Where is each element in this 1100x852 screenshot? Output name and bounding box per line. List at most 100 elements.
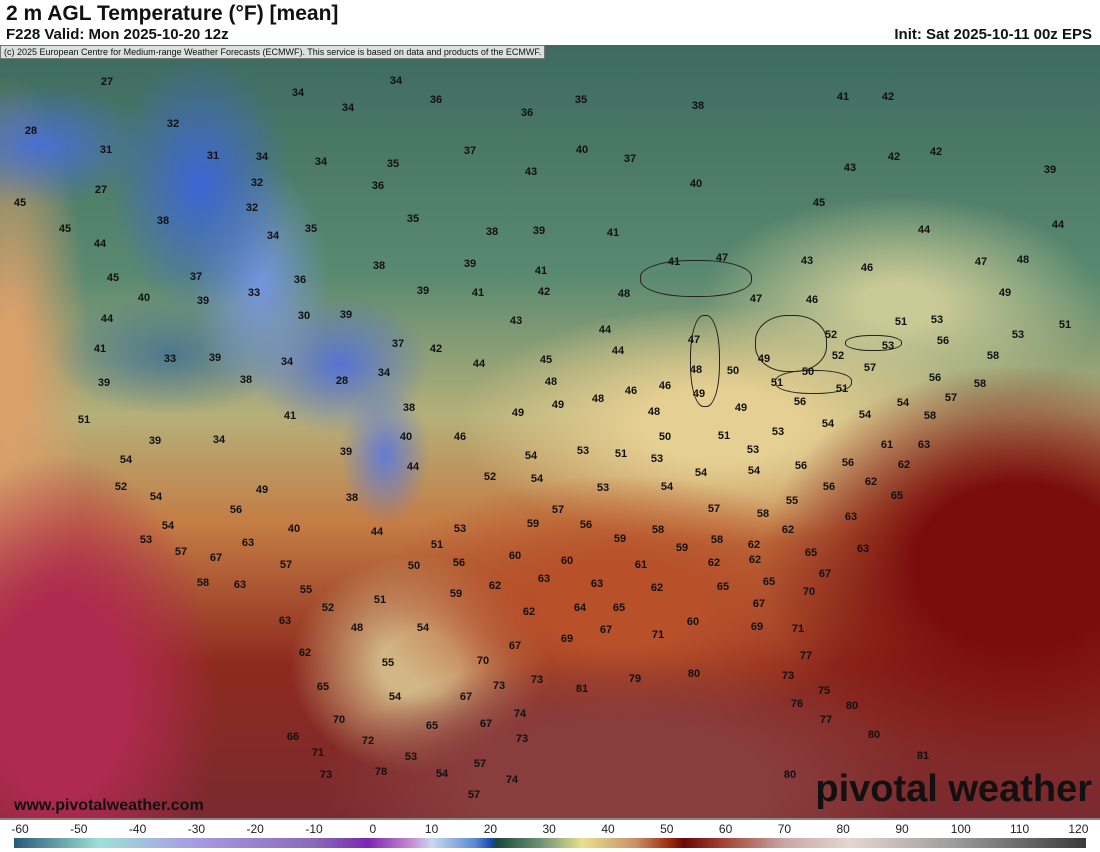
temperature-label: 56 — [452, 557, 466, 569]
temperature-label: 48 — [647, 406, 661, 418]
temperature-label: 51 — [77, 414, 91, 426]
temperature-label: 58 — [196, 577, 210, 589]
temperature-label: 45 — [812, 197, 826, 209]
colorbar-tick-label: 90 — [895, 822, 909, 836]
temperature-label: 42 — [929, 146, 943, 158]
temperature-label: 56 — [579, 519, 593, 531]
temperature-label: 49 — [692, 388, 706, 400]
temperature-label: 34 — [212, 434, 226, 446]
temperature-label: 37 — [463, 145, 477, 157]
temperature-label: 65 — [612, 602, 626, 614]
temperature-label: 57 — [944, 392, 958, 404]
temperature-label: 33 — [247, 287, 261, 299]
temperature-label: 56 — [936, 335, 950, 347]
temperature-label: 67 — [818, 568, 832, 580]
temperature-label: 42 — [881, 91, 895, 103]
temperature-label: 45 — [58, 223, 72, 235]
temperature-label: 63 — [856, 543, 870, 555]
temperature-label: 81 — [916, 750, 930, 762]
temperature-label: 67 — [508, 640, 522, 652]
temperature-label: 48 — [1016, 254, 1030, 266]
temperature-label: 75 — [817, 685, 831, 697]
colorbar-tick-label: 120 — [1068, 822, 1089, 836]
temperature-label: 56 — [793, 396, 807, 408]
temperature-label: 41 — [606, 227, 620, 239]
colorbar-tick-label: -60 — [11, 822, 29, 836]
temperature-label: 39 — [196, 295, 210, 307]
colorbar-tick-label: -10 — [305, 822, 323, 836]
temperature-label: 73 — [515, 733, 529, 745]
temperature-label: 33 — [163, 353, 177, 365]
temperature-label: 28 — [24, 125, 38, 137]
temperature-label: 62 — [298, 647, 312, 659]
temperature-map[interactable]: 27 34 34 36 34 35 36 38 41 42 28 32 37 40 37 42 42 39 31 31… — [0, 45, 1100, 818]
temperature-label: 78 — [374, 766, 388, 778]
temperature-label: 58 — [973, 378, 987, 390]
temperature-label: 44 — [100, 313, 114, 325]
temperature-label: 69 — [750, 621, 764, 633]
temperature-label: 36 — [520, 107, 534, 119]
temperature-label: 46 — [658, 380, 672, 392]
temperature-label: 57 — [467, 789, 481, 801]
temperature-label: 36 — [293, 274, 307, 286]
temperature-label: 62 — [781, 524, 795, 536]
temperature-label: 39 — [1043, 164, 1057, 176]
valid-time: F228 Valid: Mon 2025-10-20 12z — [6, 26, 229, 43]
temperature-label: 34 — [377, 367, 391, 379]
temperature-label: 57 — [707, 503, 721, 515]
temperature-label: 53 — [746, 444, 760, 456]
temperature-label: 39 — [208, 352, 222, 364]
temperature-label: 53 — [1011, 329, 1025, 341]
temperature-label: 65 — [762, 576, 776, 588]
temperature-label: 40 — [575, 144, 589, 156]
temperature-label: 53 — [881, 340, 895, 352]
temperature-label: 53 — [453, 523, 467, 535]
temperature-label: 41 — [534, 265, 548, 277]
temperature-label: 40 — [137, 292, 151, 304]
temperature-label: 53 — [576, 445, 590, 457]
temperature-label: 67 — [209, 552, 223, 564]
temperature-label: 54 — [694, 467, 708, 479]
temperature-label: 65 — [716, 581, 730, 593]
site-url[interactable]: www.pivotalweather.com — [14, 797, 204, 814]
temperature-label: 80 — [867, 729, 881, 741]
temperature-label: 62 — [897, 459, 911, 471]
temperature-label: 59 — [613, 533, 627, 545]
temperature-label: 72 — [361, 735, 375, 747]
colorbar-tick-label: 70 — [777, 822, 792, 836]
temperature-label: 41 — [93, 343, 107, 355]
temperature-label: 46 — [453, 431, 467, 443]
temperature-label: 65 — [890, 490, 904, 502]
temperature-label: 30 — [297, 310, 311, 322]
temperature-label: 80 — [783, 769, 797, 781]
temperature-label: 71 — [311, 747, 325, 759]
temperature-label: 52 — [824, 329, 838, 341]
temperature-label: 70 — [332, 714, 346, 726]
temperature-label: 58 — [710, 534, 724, 546]
colorbar-tick-label: 100 — [950, 822, 971, 836]
colorbar-tick-label: 50 — [660, 822, 674, 836]
temperature-label: 56 — [928, 372, 942, 384]
temperature-label: 55 — [785, 495, 799, 507]
temperature-label: 45 — [539, 354, 553, 366]
temperature-label: 38 — [156, 215, 170, 227]
temperature-label: 43 — [800, 255, 814, 267]
temperature-label: 48 — [350, 622, 364, 634]
temperature-label: 54 — [524, 450, 538, 462]
colorbar-tick-label: 10 — [424, 822, 439, 836]
temperature-label: 80 — [845, 700, 859, 712]
colorbar-tick-label: 40 — [601, 822, 615, 836]
temperature-label: 61 — [634, 559, 648, 571]
temperature-label: 34 — [341, 102, 355, 114]
temperature-label: 48 — [591, 393, 605, 405]
temperature-label: 67 — [459, 691, 473, 703]
colorbar-tick-label: 110 — [1010, 822, 1030, 836]
temperature-label: 62 — [522, 606, 536, 618]
pivotal-weather-logo: pivotal weather — [815, 768, 1092, 810]
temperature-label: 62 — [864, 476, 878, 488]
temperature-label: 59 — [675, 542, 689, 554]
temperature-label: 47 — [687, 334, 701, 346]
temperature-label: 42 — [429, 343, 443, 355]
colorbar-tick-label: 60 — [718, 822, 733, 836]
temperature-label: 73 — [781, 670, 795, 682]
